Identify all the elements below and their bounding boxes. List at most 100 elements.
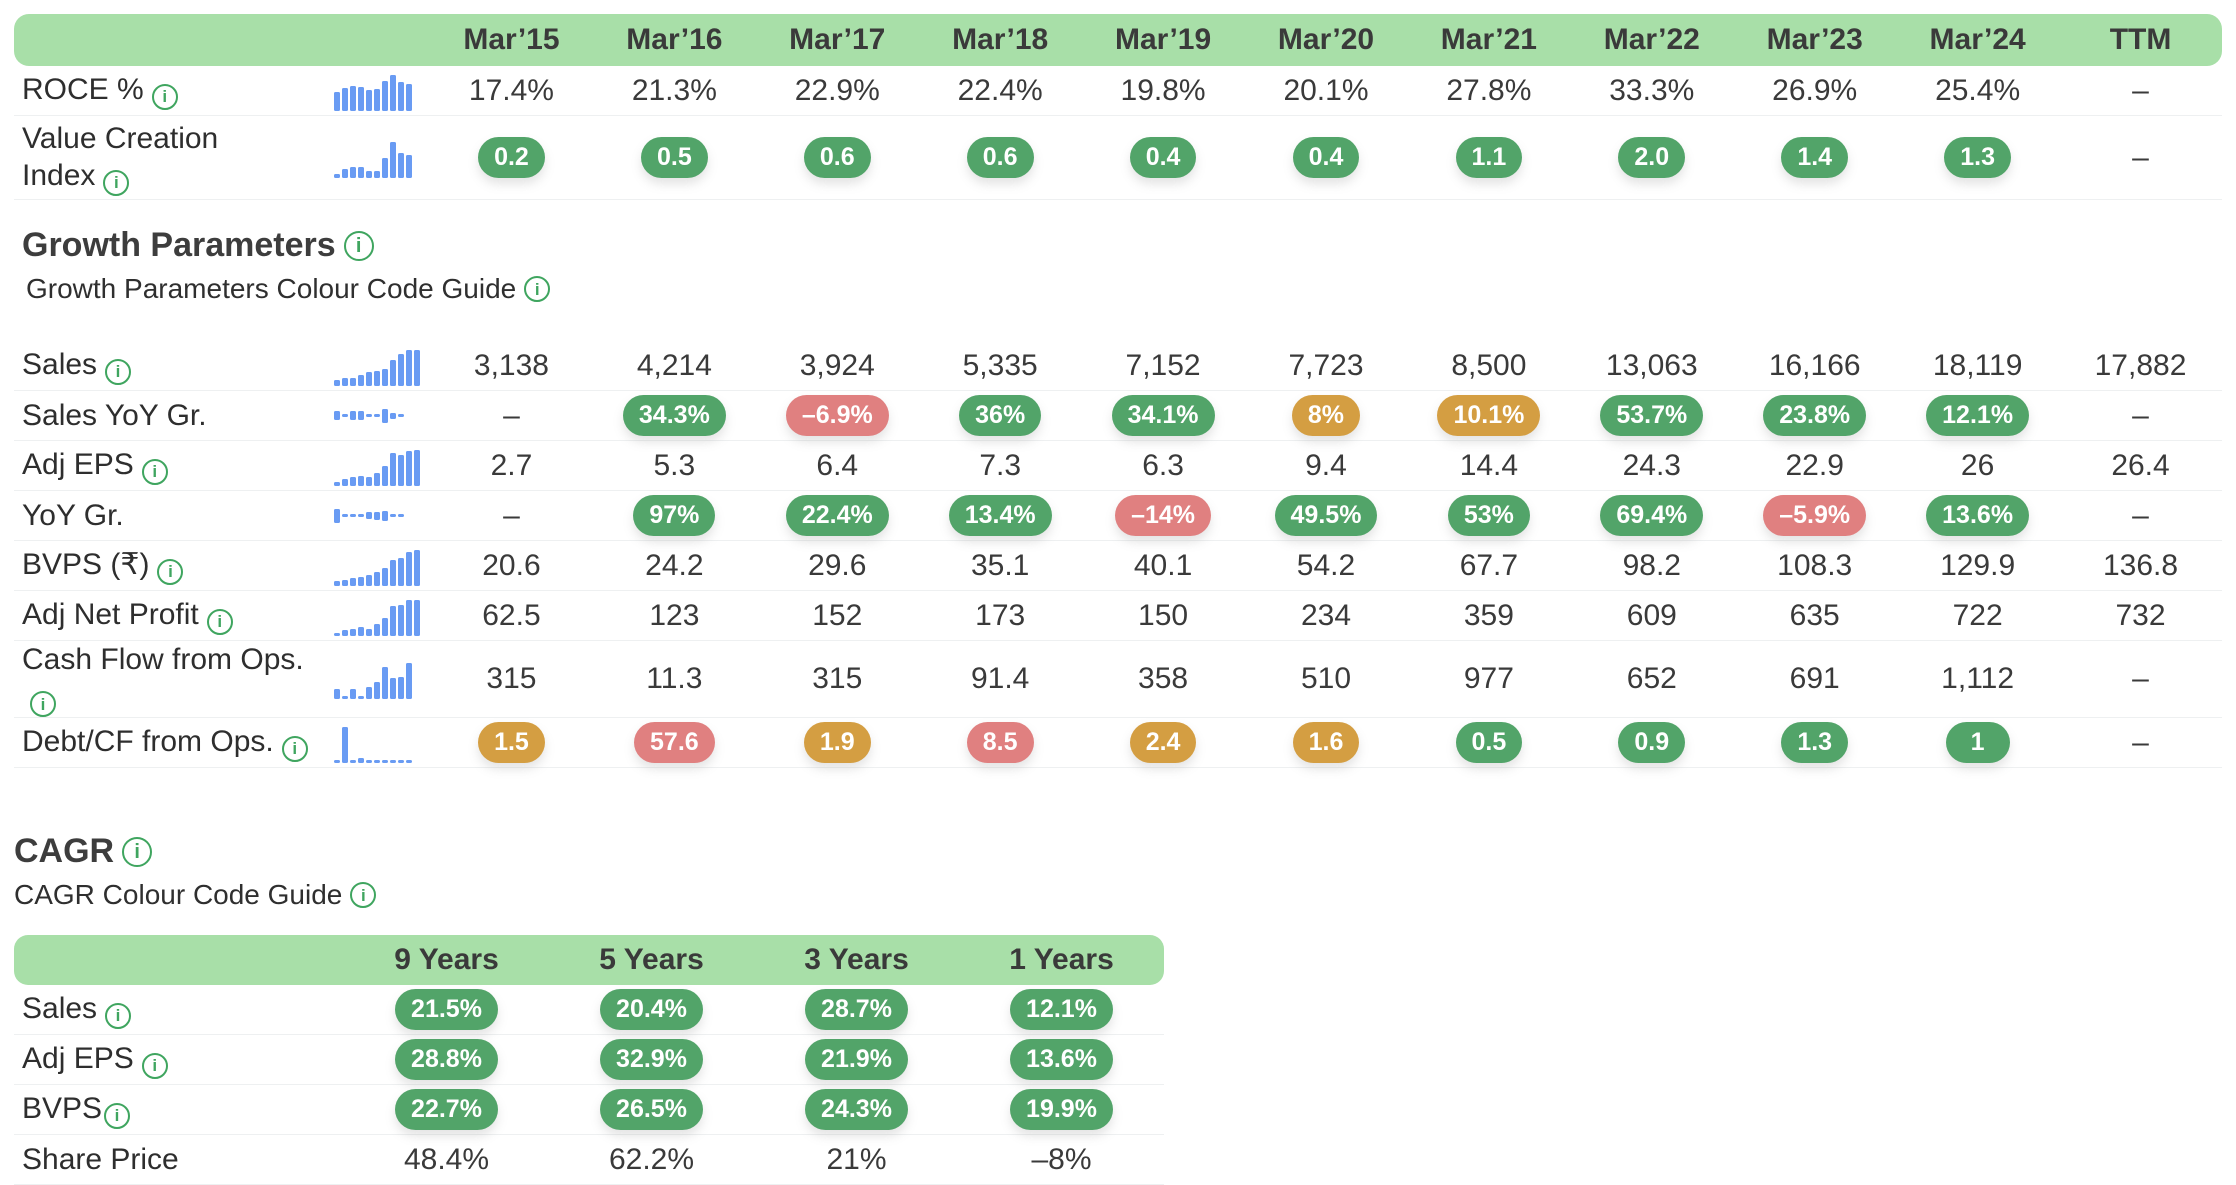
- info-icon[interactable]: i: [141, 458, 168, 485]
- value-cell: 26.5%: [549, 1089, 754, 1130]
- spark-bar: [350, 166, 356, 178]
- value-cell: 53.7%: [1570, 395, 1733, 436]
- cagr-colour-code-guide: CAGR Colour Code Guide i: [14, 879, 2222, 911]
- value-cell: –14%: [1082, 495, 1245, 536]
- value-cell: 11.3: [646, 662, 703, 695]
- row-label-content: ROCE % i: [22, 71, 178, 110]
- spark-bar: [406, 551, 412, 586]
- column-header: 5 Years: [599, 943, 704, 976]
- info-icon[interactable]: i: [30, 691, 56, 717]
- row-label-text: Adj Net Profit: [22, 598, 199, 632]
- info-icon[interactable]: i: [157, 558, 184, 585]
- value-pill-green: 34.1%: [1111, 395, 1215, 436]
- value-pill-green: 12.1%: [1926, 395, 2030, 436]
- value-cell: 13,063: [1605, 348, 1698, 382]
- info-icon[interactable]: i: [104, 1102, 131, 1129]
- spark-bar: [350, 577, 356, 586]
- spark-bar: [366, 687, 372, 699]
- spark-bar: [350, 377, 356, 386]
- info-icon[interactable]: i: [151, 83, 178, 110]
- spark-bar: [382, 408, 388, 423]
- info-icon[interactable]: i: [281, 735, 308, 762]
- column-header: Mar’23: [1766, 23, 1863, 56]
- value-cell: 12.1%: [1896, 395, 2059, 436]
- value-cell: 53%: [1407, 495, 1570, 536]
- value-cell: 67.7: [1459, 548, 1519, 582]
- value-cell: 6.4: [816, 448, 859, 482]
- value-cell: 2.7: [490, 448, 533, 482]
- value-cell: 2.4: [1082, 722, 1245, 763]
- spark-bar: [374, 759, 380, 763]
- row-label-content: Adj EPS i: [22, 1040, 168, 1079]
- spark-bar: [342, 377, 348, 386]
- column-header: Mar’24: [1929, 23, 2026, 56]
- info-icon[interactable]: i: [206, 608, 233, 635]
- value-pill-red: 57.6: [634, 722, 715, 763]
- info-icon[interactable]: i: [343, 230, 374, 261]
- value-pill-green: 0.9: [1618, 722, 1686, 763]
- value-pill-green: 19.9%: [1010, 1089, 1113, 1130]
- spark-bar: [350, 476, 356, 486]
- sparkline-chart: [334, 546, 424, 586]
- row-label-content: BVPS i: [22, 1090, 131, 1129]
- row-label-content: Sales i: [22, 990, 132, 1029]
- spark-bar: [414, 599, 420, 636]
- row-label-text: Sales: [22, 348, 98, 382]
- info-icon[interactable]: i: [122, 836, 153, 867]
- spark-bar: [358, 696, 364, 699]
- spark-bar: [390, 759, 396, 763]
- info-icon[interactable]: i: [105, 358, 132, 385]
- row-label-text: BVPS (₹): [22, 548, 150, 582]
- value-cell: –6.9%: [756, 395, 919, 436]
- value-cell: 34.3%: [593, 395, 756, 436]
- value-cell: 0.5: [1407, 722, 1570, 763]
- spark-bar: [334, 759, 340, 763]
- value-pill-green: 0.4: [1292, 137, 1360, 178]
- value-cell: 3,924: [799, 348, 875, 382]
- table-row: BVPS (₹) i 20.6 24.2 29.6 35.1 40.1 54.2 67.7 98.…: [14, 541, 2222, 591]
- value-cell: 7,723: [1288, 348, 1364, 382]
- spark-bar: [406, 663, 412, 699]
- column-header: Mar’17: [789, 23, 886, 56]
- table-row: Adj Net Profit i 62.5 123 152 173 150 234 359 609…: [14, 591, 2222, 641]
- sparkline-cell: [334, 346, 430, 386]
- value-cell: 9.4: [1305, 448, 1347, 482]
- info-icon[interactable]: i: [103, 169, 130, 196]
- spark-bar: [342, 726, 348, 763]
- value-cell: 54.2: [1296, 548, 1356, 582]
- value-cell: 24.3%: [754, 1089, 959, 1130]
- table-row: YoY Gr. – 97% 22.4% 13.4% –14% 49.5% 53% 69.4% –5…: [14, 491, 2222, 541]
- value-pill-green: 21.9%: [805, 1039, 908, 1080]
- spark-bar: [406, 450, 412, 486]
- row-label: BVPS (₹) i: [14, 546, 334, 585]
- value-cell: 20.6: [482, 548, 541, 582]
- value-cell: 20.4%: [549, 989, 754, 1030]
- row-label-text: Cash Flow from Ops.: [22, 643, 304, 676]
- value-pill-green: 1.3: [1781, 722, 1849, 763]
- spark-bar: [334, 379, 340, 386]
- row-label: ROCE % i: [14, 71, 334, 110]
- info-icon[interactable]: i: [350, 882, 377, 908]
- spark-bar: [398, 677, 404, 699]
- row-label-text: Adj EPS: [22, 1042, 134, 1076]
- row-label: Value Creation Index i: [14, 120, 334, 196]
- spark-bar: [398, 454, 404, 486]
- spark-bar: [374, 511, 380, 520]
- value-cell: 6.3: [1142, 448, 1184, 482]
- spark-bar: [374, 414, 380, 417]
- spark-bar: [358, 475, 364, 486]
- value-pill-amber: 10.1%: [1437, 395, 1541, 436]
- info-icon[interactable]: i: [141, 1052, 168, 1079]
- value-cell: 1.9: [756, 722, 919, 763]
- value-cell: 36%: [919, 395, 1082, 436]
- spark-bar: [366, 628, 372, 636]
- spark-bar: [342, 629, 348, 636]
- spark-bar: [374, 472, 380, 486]
- value-pill-green: 13.4%: [948, 495, 1052, 536]
- spark-bar: [342, 168, 348, 178]
- value-cell: 315: [812, 662, 863, 695]
- value-cell: 17.4%: [468, 73, 554, 107]
- info-icon[interactable]: i: [105, 1002, 132, 1029]
- value-cell: 234: [1300, 598, 1352, 632]
- info-icon[interactable]: i: [524, 276, 551, 302]
